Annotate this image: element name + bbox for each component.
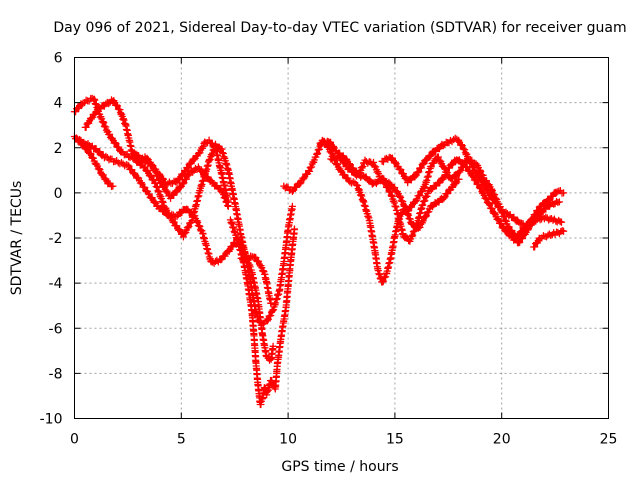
series-markers	[404, 153, 568, 241]
y-tick-label: -4	[49, 276, 63, 292]
grid-lines	[74, 57, 609, 419]
series-track-4	[141, 153, 232, 211]
y-tick-label: -10	[40, 412, 63, 428]
x-tick-label: 25	[600, 432, 618, 448]
x-tick-label: 15	[386, 432, 404, 448]
series-track-12	[404, 153, 568, 241]
series-markers	[72, 135, 277, 364]
series-track-7	[237, 252, 275, 308]
y-tick-label: 2	[54, 141, 63, 157]
x-tick-label: 0	[70, 432, 79, 448]
series-markers	[141, 153, 232, 211]
x-tick-label: 20	[493, 432, 511, 448]
y-axis-label: SDTVAR / TECUs	[9, 181, 25, 296]
y-tick-label: -8	[49, 366, 63, 382]
y-tick-label: 4	[54, 96, 63, 112]
series-markers	[444, 156, 564, 247]
x-axis-label: GPS time / hours	[281, 459, 398, 475]
y-tick-label: -6	[49, 321, 63, 337]
series-markers	[237, 252, 275, 308]
y-tick-label: 0	[54, 186, 63, 202]
series-track-10	[327, 153, 450, 245]
series-track-13	[444, 156, 564, 247]
data-series	[70, 94, 568, 409]
x-tick-label: 5	[177, 432, 186, 448]
series-markers	[327, 153, 450, 245]
series-markers	[530, 227, 568, 251]
axis-ticks: 0 5 10 15 20 25 -10 -8 -6 -4 -2 0 2 4 6	[40, 51, 618, 448]
y-tick-label: -2	[49, 231, 63, 247]
y-tick-label: 6	[54, 51, 63, 67]
series-track-5	[72, 135, 277, 364]
x-tick-label: 10	[279, 432, 297, 448]
chart-title: Day 096 of 2021, Sidereal Day-to-day VTE…	[53, 20, 626, 36]
series-track-14	[530, 227, 568, 251]
